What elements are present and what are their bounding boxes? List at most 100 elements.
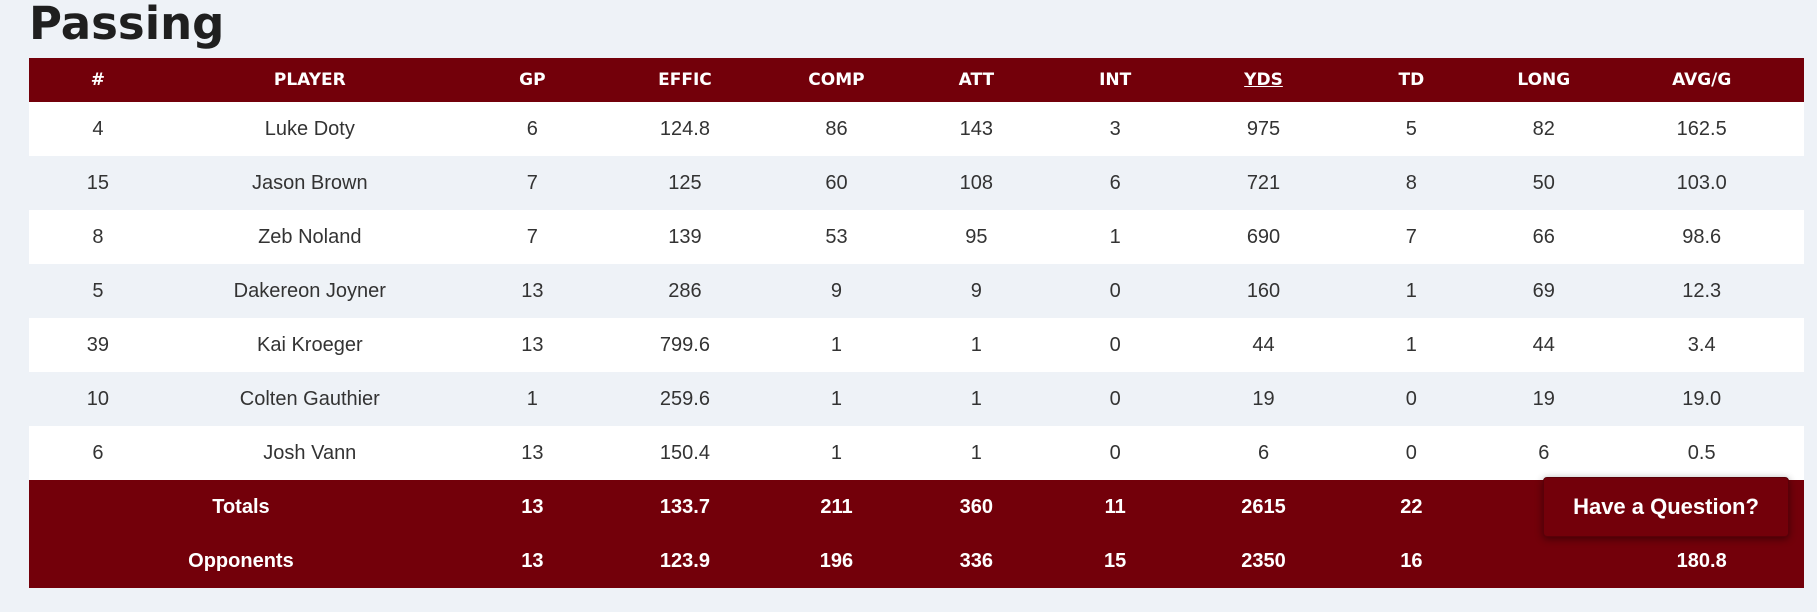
cell-td: 5 [1405,117,1417,140]
cell-yds: 975 [1246,117,1281,140]
cell-number: 10 [86,387,109,410]
page-title: Passing [29,0,225,50]
table-row: 6 Josh Vann 13 150.4 1 1 0 6 0 6 0.5 [29,426,1804,480]
column-header-td[interactable]: TD [1398,70,1425,90]
totals-row: Totals 13 133.7 211 360 11 2615 22 [29,480,1804,534]
cell-gp: 7 [526,225,538,248]
opponents-row: Opponents 13 123.9 196 336 15 2350 16 18… [29,534,1804,588]
column-header-yds[interactable]: YDS [1244,70,1283,90]
cell-int: 0 [1109,387,1121,410]
cell-int: 0 [1109,333,1121,356]
cell-effic: 799.6 [659,333,710,356]
cell-effic: 259.6 [659,387,710,410]
have-a-question-button[interactable]: Have a Question? [1543,477,1789,537]
opponents-td: 16 [1400,549,1423,572]
cell-player: Dakereon Joyner [233,279,386,302]
cell-avg-per-game: 3.4 [1687,333,1716,356]
table-row: 4 Luke Doty 6 124.8 86 143 3 975 5 82 16… [29,102,1804,156]
column-header-int[interactable]: INT [1099,70,1132,90]
table-row: 8 Zeb Noland 7 139 53 95 1 690 7 66 98.6 [29,210,1804,264]
column-header-gp[interactable]: GP [519,70,546,90]
cell-long: 44 [1532,333,1555,356]
cell-att: 143 [959,117,994,140]
cell-att: 1 [970,387,982,410]
column-header-long[interactable]: LONG [1517,70,1571,90]
cell-number: 6 [92,441,104,464]
totals-att: 360 [959,495,994,518]
cell-int: 0 [1109,279,1121,302]
cell-avg-per-game: 12.3 [1682,279,1722,302]
cell-int: 0 [1109,441,1121,464]
cell-avg-per-game: 162.5 [1676,117,1727,140]
cell-att: 108 [959,171,994,194]
cell-yds: 44 [1252,333,1275,356]
cell-att: 9 [970,279,982,302]
column-header-att[interactable]: ATT [958,70,995,90]
cell-td: 0 [1405,441,1417,464]
cell-player: Josh Vann [263,441,357,464]
cell-gp: 1 [526,387,538,410]
column-header-comp[interactable]: COMP [808,70,865,90]
totals-yds: 2615 [1241,495,1286,518]
opponents-att: 336 [959,549,994,572]
cell-player: Colten Gauthier [239,387,380,410]
cell-td: 8 [1405,171,1417,194]
cell-gp: 13 [521,441,544,464]
totals-td: 22 [1400,495,1423,518]
opponents-yds: 2350 [1241,549,1286,572]
cell-att: 1 [970,333,982,356]
cell-att: 95 [965,225,988,248]
opponents-label: Opponents [188,549,294,572]
cell-int: 6 [1109,171,1121,194]
cell-avg-per-game: 19.0 [1682,387,1722,410]
cell-comp: 60 [825,171,848,194]
cell-yds: 19 [1252,387,1275,410]
totals-effic: 133.7 [659,495,710,518]
table-row: 5 Dakereon Joyner 13 286 9 9 0 160 1 69 … [29,264,1804,318]
cell-comp: 86 [825,117,848,140]
cell-number: 5 [92,279,104,302]
cell-comp: 9 [830,279,843,302]
cell-long: 50 [1532,171,1555,194]
cell-comp: 53 [825,225,848,248]
cell-att: 1 [970,441,982,464]
cell-td: 1 [1405,279,1417,302]
cell-long: 69 [1532,279,1555,302]
opponents-int: 15 [1104,549,1127,572]
cell-gp: 6 [526,117,538,140]
totals-label: Totals [212,495,270,518]
passing-stats-table: # PLAYER GP EFFIC COMP ATT INT YDS TD LO… [29,58,1804,588]
table-row: 15 Jason Brown 7 125 60 108 6 721 8 50 1… [29,156,1804,210]
column-header-avg-per-game[interactable]: AVG/G [1672,70,1732,90]
cell-effic: 139 [668,225,702,248]
cell-comp: 1 [830,387,843,410]
column-header-player[interactable]: PLAYER [273,70,346,90]
opponents-comp: 196 [819,549,854,572]
cell-td: 1 [1405,333,1417,356]
column-header-number[interactable]: # [90,70,105,90]
cell-long: 66 [1532,225,1555,248]
cell-td: 7 [1405,225,1417,248]
cell-effic: 286 [668,279,702,302]
cell-gp: 7 [526,171,538,194]
cell-int: 1 [1109,225,1121,248]
cell-player: Luke Doty [264,117,355,140]
column-header-effic[interactable]: EFFIC [658,70,712,90]
cell-player: Zeb Noland [258,225,362,248]
cell-number: 39 [86,333,109,356]
cell-long: 82 [1532,117,1555,140]
cell-yds: 721 [1246,171,1281,194]
cell-comp: 1 [830,441,843,464]
cell-number: 4 [92,117,104,140]
cell-number: 8 [92,225,104,248]
cell-number: 15 [86,171,109,194]
opponents-gp: 13 [521,549,544,572]
cell-effic: 150.4 [659,441,710,464]
opponents-effic: 123.9 [659,549,710,572]
cell-td: 0 [1405,387,1417,410]
cell-avg-per-game: 103.0 [1676,171,1727,194]
cell-player: Jason Brown [251,171,368,194]
cell-comp: 1 [830,333,843,356]
cell-effic: 125 [668,171,702,194]
opponents-avg-per-game: 180.8 [1676,549,1727,572]
